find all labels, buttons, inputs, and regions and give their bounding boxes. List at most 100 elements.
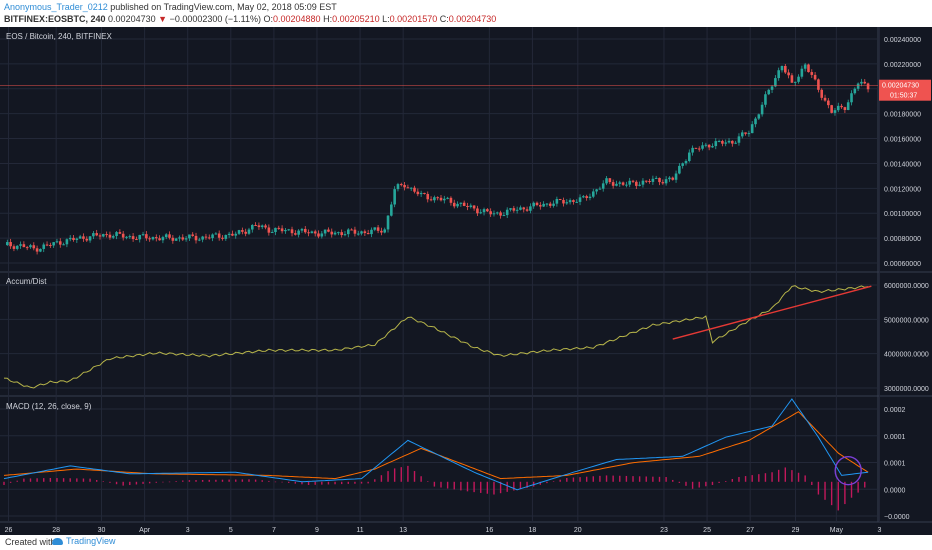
candle-body [668, 177, 671, 180]
candle-body [807, 64, 810, 73]
candle-body [777, 70, 780, 79]
author-link[interactable]: Anonymous_Trader_0212 [4, 2, 108, 12]
macd-histogram-bar [744, 476, 747, 482]
candle-body [274, 227, 277, 233]
candle-body [158, 238, 161, 241]
macd-histogram-bar [248, 479, 250, 482]
candle-body [548, 203, 552, 206]
candle-body [343, 234, 347, 236]
low-value: 0.00201570 [389, 14, 438, 24]
candle-body [52, 242, 55, 246]
macd-histogram-bar [427, 481, 429, 482]
candle-body [721, 140, 724, 144]
candle-body [115, 232, 118, 237]
candle-body [572, 200, 575, 202]
candle-body [764, 94, 767, 105]
macd-histogram-bar [16, 480, 18, 482]
candle-body [181, 237, 185, 240]
macd-histogram-bar [453, 481, 455, 490]
candle-body [121, 233, 125, 238]
candle-body [204, 236, 208, 238]
candle-body [495, 212, 499, 214]
candle-body [188, 234, 191, 239]
candle-body [92, 233, 95, 237]
candle-body [446, 197, 449, 199]
macd-histogram-bar [460, 481, 462, 491]
candle-body [340, 232, 343, 236]
candle-body [294, 233, 297, 235]
candle-body [797, 76, 800, 82]
macd-histogram-bar [645, 476, 647, 482]
macd-histogram-bar [188, 480, 191, 482]
macd-histogram-bar [791, 470, 793, 482]
chart-canvas[interactable]: 26 28 30 Apr 3 5 7 9 11 13 16 18 20 23 25 27 29 May 3 0.002… [0, 27, 932, 535]
candle-body [380, 230, 383, 233]
candle-body [416, 191, 420, 195]
chart-frame [0, 27, 932, 535]
candle-body [532, 202, 535, 207]
publish-header: Anonymous_Trader_0212 published on Tradi… [4, 2, 337, 12]
macd-histogram-bar [506, 481, 508, 492]
macd-histogram-bar [751, 475, 753, 482]
close-value: 0.00204730 [448, 14, 497, 24]
macd-histogram-bar [738, 477, 740, 482]
macd-histogram-bar [493, 481, 495, 495]
time-axis-label: 3 [186, 527, 190, 534]
tradingview-logo[interactable]: TradingView [52, 536, 116, 546]
macd-histogram-bar [539, 481, 542, 485]
candle-body [846, 102, 850, 110]
candle-body [297, 230, 300, 235]
time-axis-label: 25 [703, 527, 711, 534]
time-axis-label: 30 [98, 527, 106, 534]
macd-histogram-bar [168, 481, 171, 483]
candle-body [724, 142, 728, 144]
candle-body [608, 178, 612, 183]
macd-histogram-bar [360, 481, 363, 484]
candle-body [545, 203, 549, 205]
macd-histogram-bar [301, 481, 303, 485]
high-value: 0.00205210 [332, 14, 380, 24]
candle-body [449, 197, 453, 203]
candle-body [651, 178, 655, 182]
last-price-label: 0.00204730 [882, 83, 919, 90]
candle-body [164, 234, 168, 238]
candle-body [320, 233, 324, 237]
candle-body [638, 184, 641, 186]
macd-histogram-bar [268, 480, 270, 482]
candle-body [552, 203, 555, 206]
candle-body [803, 64, 807, 69]
candle-body [370, 229, 373, 235]
candle-body [25, 247, 29, 249]
candle-body [466, 205, 469, 208]
high-label: H: [323, 14, 333, 24]
macd-histogram-bar [599, 475, 601, 482]
candle-body [691, 147, 694, 153]
candle-body [535, 202, 539, 206]
open-label: O: [263, 14, 273, 24]
trendline [672, 285, 872, 340]
macd-histogram-bar [652, 476, 654, 482]
candle-body [29, 245, 32, 248]
macd-histogram-bar [23, 478, 25, 482]
candle-body [307, 232, 310, 234]
candle-body [363, 231, 367, 234]
macd-histogram-bar [579, 477, 581, 482]
candle-body [287, 229, 291, 231]
candle-body [787, 72, 790, 76]
macd-histogram-bar [698, 481, 700, 488]
candle-body [303, 228, 307, 233]
macd-histogram-bar [830, 481, 833, 506]
candle-body [184, 238, 188, 240]
candle-body [853, 88, 857, 94]
candle-body [707, 144, 711, 148]
candle-body [178, 237, 181, 239]
candle-body [138, 234, 142, 240]
macd-histogram-bar [764, 473, 767, 482]
candle-body [111, 236, 115, 238]
open-value: 0.00204880 [273, 14, 321, 24]
time-axis-label: 13 [399, 527, 407, 534]
candle-body [98, 235, 102, 237]
annotation-circle [834, 455, 862, 486]
candle-body [512, 208, 516, 211]
macd-histogram-bar [519, 481, 522, 490]
